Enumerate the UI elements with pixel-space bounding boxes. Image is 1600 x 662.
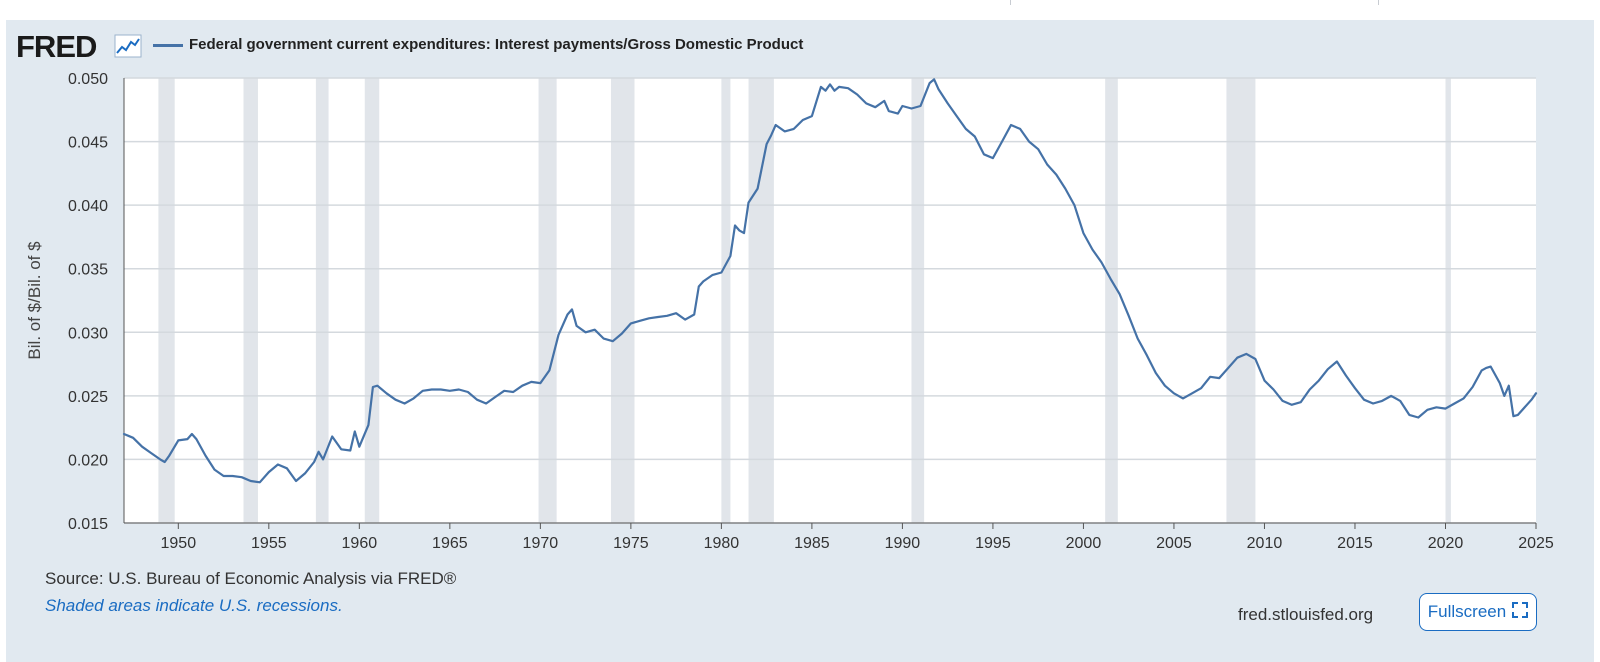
y-tick-label: 0.050 [68, 71, 108, 88]
recession-band [1226, 78, 1256, 523]
x-tick-label: 2005 [1156, 535, 1192, 552]
y-axis-label: Bil. of $/Bil. of $ [25, 241, 44, 360]
x-tick-label: 1985 [794, 535, 830, 552]
legend-swatch [153, 44, 183, 47]
y-tick-label: 0.045 [68, 135, 108, 152]
recession-band [1105, 78, 1118, 523]
x-tick-label: 1950 [161, 535, 197, 552]
fred-logo: FRED [16, 29, 97, 64]
chart: 1950 1955 1960 1965 1970 1975 1980 1985 1990 1995… [25, 71, 1554, 552]
x-tick-label: 1975 [613, 535, 649, 552]
recession-band [721, 78, 731, 523]
recession-band [158, 78, 175, 523]
x-tick-label: 2000 [1066, 535, 1102, 552]
fullscreen-button[interactable]: Fullscreen [1419, 593, 1537, 631]
y-tick-label: 0.025 [68, 389, 108, 406]
y-tick-label: 0.030 [68, 325, 108, 342]
y-tick-label: 0.020 [68, 452, 108, 469]
y-tick-label: 0.040 [68, 198, 108, 215]
y-tick-labels: 0.015 0.020 0.025 0.030 0.035 0.040 0.045 0.050 [68, 71, 108, 533]
x-tick-label: 2010 [1247, 535, 1283, 552]
chart-panel: FRED Federal government current expendit… [6, 20, 1594, 662]
recession-band [315, 78, 329, 523]
y-tick-label: 0.035 [68, 262, 108, 279]
recession-bands [158, 78, 1451, 523]
x-tick-label: 2025 [1518, 535, 1554, 552]
x-tick-label: 1995 [975, 535, 1011, 552]
legend-label: Federal government current expenditures:… [189, 36, 804, 53]
x-tick-label: 2015 [1337, 535, 1373, 552]
recession-note: Shaded areas indicate U.S. recessions. [45, 596, 343, 615]
x-tick-labels: 1950 1955 1960 1965 1970 1975 1980 1985 1990 1995… [161, 523, 1554, 552]
fullscreen-label: Fullscreen [1427, 602, 1507, 621]
recession-band [243, 78, 258, 523]
recession-band [364, 78, 380, 523]
site-url: fred.stlouisfed.org [1238, 605, 1374, 624]
recession-band [911, 78, 925, 523]
x-tick-label: 1955 [251, 535, 287, 552]
recession-band [538, 78, 557, 523]
source-note: Source: U.S. Bureau of Economic Analysis… [45, 569, 457, 588]
top-strip [0, 0, 1600, 20]
x-tick-label: 1980 [704, 535, 740, 552]
recession-band [1445, 78, 1451, 523]
series-line [122, 78, 1538, 484]
y-tick-label: 0.015 [68, 516, 108, 533]
x-tick-label: 1990 [885, 535, 921, 552]
x-tick-label: 2020 [1428, 535, 1464, 552]
recession-band [610, 78, 635, 523]
expand-icon [1512, 601, 1529, 623]
x-tick-label: 1965 [432, 535, 468, 552]
line-chart-icon [114, 34, 142, 63]
x-tick-label: 1970 [523, 535, 559, 552]
plot-background [124, 78, 1536, 523]
x-tick-label: 1960 [342, 535, 378, 552]
recession-band [748, 78, 774, 523]
